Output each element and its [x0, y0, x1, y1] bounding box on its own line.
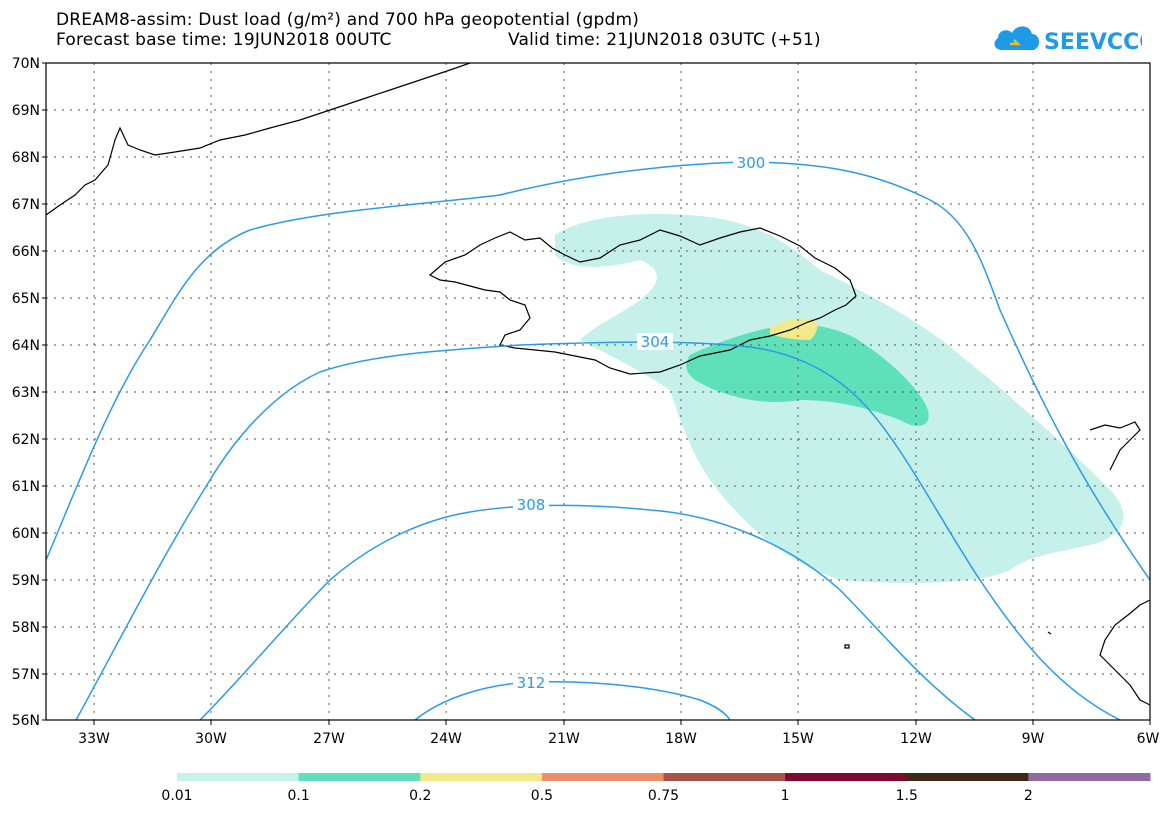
- graticule: [46, 63, 1150, 720]
- time-line: Forecast base time: 19JUN2018 00UTC Valid…: [56, 30, 821, 50]
- lon-label: 6W: [1137, 731, 1160, 747]
- lon-label: 24W: [430, 731, 462, 747]
- chart-title: DREAM8-assim: Dust load (g/m²) and 700 h…: [56, 10, 640, 30]
- colorbar-tick-label: 0.01: [161, 788, 192, 804]
- lon-label: 18W: [665, 731, 697, 747]
- forecast-base-time: Forecast base time: 19JUN2018 00UTC: [56, 30, 392, 50]
- contour-label-308: 308: [517, 496, 546, 514]
- colorbar-segment: [906, 773, 1029, 781]
- dust-field-0.1: [686, 324, 929, 426]
- lat-label: 63N: [12, 385, 40, 401]
- colorbar-segment: [1028, 773, 1151, 781]
- lon-label: 30W: [195, 731, 227, 747]
- lat-label: 68N: [12, 150, 40, 166]
- lat-label: 65N: [12, 291, 40, 307]
- colorbar-segment: [177, 773, 300, 781]
- lat-label: 70N: [12, 56, 40, 72]
- geopotential-contours: [46, 161, 1150, 720]
- lat-label: 66N: [12, 244, 40, 260]
- colorbar-tick-label: 2: [1024, 788, 1033, 804]
- colorbar-tick-label: 0.75: [648, 788, 679, 804]
- colorbar-tick-label: 1.5: [896, 788, 918, 804]
- colorbar-segment: [785, 773, 908, 781]
- colorbar-tick-label: 1: [781, 788, 790, 804]
- colorbar-segment: [541, 773, 664, 781]
- lat-label: 58N: [12, 620, 40, 636]
- colorbar-tick-label: 0.2: [409, 788, 431, 804]
- lon-label: 12W: [900, 731, 932, 747]
- lat-label: 59N: [12, 573, 40, 589]
- lon-label: 21W: [548, 731, 580, 747]
- contour-label-312: 312: [517, 674, 546, 692]
- lon-label: 9W: [1022, 731, 1045, 747]
- lat-label: 67N: [12, 197, 40, 213]
- contour-label-bg: [513, 154, 769, 691]
- lat-label: 57N: [12, 667, 40, 683]
- cloud-icon: [994, 26, 1040, 50]
- contour-label-304: 304: [641, 333, 670, 351]
- lat-label: 56N: [12, 713, 40, 729]
- colorbar-segment: [420, 773, 543, 781]
- lat-label: 60N: [12, 526, 40, 542]
- lon-label: 15W: [782, 731, 814, 747]
- axis-ticks: [42, 62, 1151, 725]
- lat-label: 64N: [12, 338, 40, 354]
- contour-label-300: 300: [737, 154, 766, 172]
- colorbar-tick-label: 0.1: [287, 788, 309, 804]
- logo-text: SEEVCCC: [1044, 30, 1142, 55]
- valid-time: Valid time: 21JUN2018 03UTC (+51): [508, 30, 821, 50]
- coastlines: [46, 63, 1150, 706]
- colorbar-tick-label: 0.5: [531, 788, 553, 804]
- lat-labels: 70N 69N 68N 67N 66N 65N 64N 63N 62N 61N …: [12, 56, 40, 729]
- lat-label: 69N: [12, 103, 40, 119]
- colorbar: 0.01 0.1 0.2 0.5 0.75 1 1.5 2: [161, 773, 1151, 804]
- lon-labels: 33W 30W 27W 24W 21W 18W 15W 12W 9W 6W: [78, 731, 1159, 747]
- lon-label: 27W: [313, 731, 345, 747]
- dust-field-0.2: [770, 318, 818, 340]
- seevccc-logo: SEEVCCC: [992, 16, 1155, 60]
- lon-label: 33W: [78, 731, 110, 747]
- colorbar-segment: [663, 773, 786, 781]
- colorbar-segment: [298, 773, 421, 781]
- lat-label: 61N: [12, 479, 40, 495]
- lat-label: 62N: [12, 432, 40, 448]
